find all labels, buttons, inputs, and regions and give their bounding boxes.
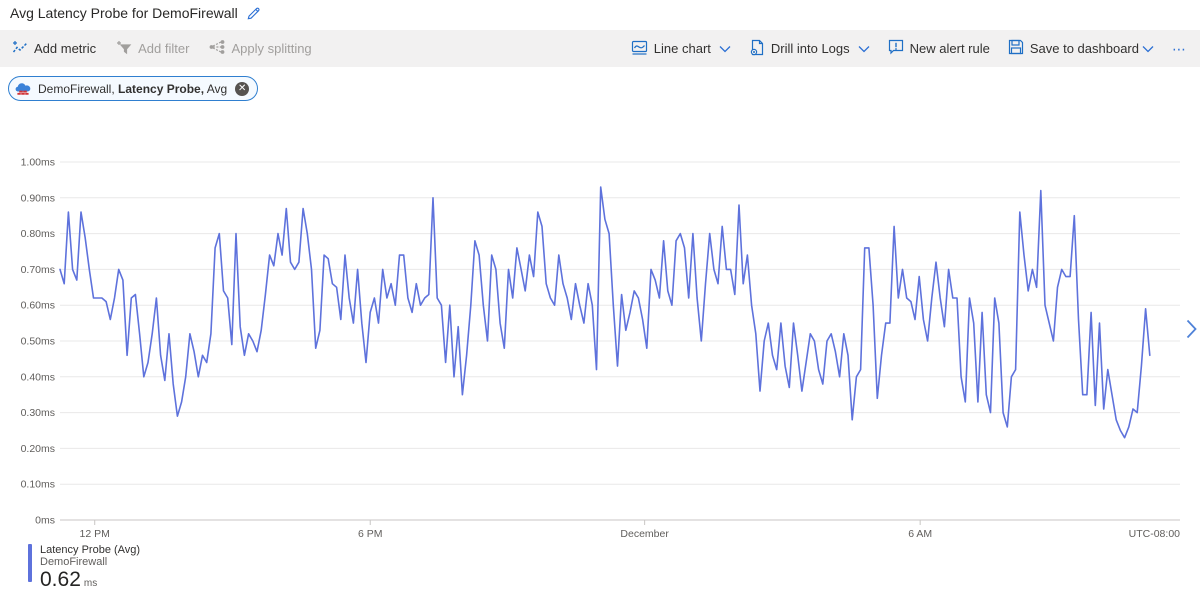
apply-splitting-icon — [209, 39, 225, 58]
chart-legend[interactable]: Latency Probe (Avg) DemoFirewall 0.62 ms — [28, 544, 140, 593]
legend-unit: ms — [83, 578, 98, 589]
pill-resource: DemoFirewall, — [38, 81, 119, 96]
add-filter-label: Add filter — [138, 41, 190, 56]
chevron-down-icon — [858, 45, 870, 53]
legend-color-bar — [28, 544, 32, 582]
add-metric-button[interactable]: Add metric — [12, 39, 96, 58]
y-axis-tick-label: 1.00ms — [21, 157, 55, 169]
chevron-down-icon — [719, 45, 731, 53]
y-axis-tick-label: 0.20ms — [21, 443, 55, 455]
toolbar: Add metric Add filter — [0, 30, 1200, 67]
add-filter-button[interactable]: Add filter — [116, 39, 189, 58]
page-title: Avg Latency Probe for DemoFirewall — [10, 5, 238, 21]
drill-into-logs-label: Drill into Logs — [770, 41, 850, 56]
y-axis-tick-label: 0.10ms — [21, 479, 55, 491]
apply-splitting-label: Apply splitting — [231, 41, 312, 56]
y-axis-tick-label: 0.40ms — [21, 371, 55, 383]
add-filter-icon — [116, 39, 132, 58]
line-chart-label: Line chart — [653, 41, 711, 56]
legend-metric-name: Latency Probe (Avg) — [40, 544, 141, 556]
add-metric-label: Add metric — [34, 41, 97, 56]
legend-text: Latency Probe (Avg) DemoFirewall 0.62 ms — [40, 544, 140, 593]
edit-pencil-icon[interactable] — [246, 6, 261, 21]
new-alert-rule-button[interactable]: New alert rule — [888, 39, 990, 58]
apply-splitting-button[interactable]: Apply splitting — [209, 39, 312, 58]
drill-logs-icon — [749, 39, 765, 59]
save-dashboard-icon — [1008, 39, 1024, 58]
pill-metric: Latency Probe, — [118, 81, 205, 96]
y-axis-tick-label: 0.30ms — [21, 407, 55, 419]
pill-aggregation: Avg — [204, 81, 228, 96]
toolbar-left-group: Add metric Add filter — [12, 39, 312, 58]
metric-pill-text: DemoFirewall, Latency Probe, Avg — [38, 82, 227, 96]
x-axis-tick-label: 6 PM — [358, 528, 383, 540]
metric-pill[interactable]: DemoFirewall, Latency Probe, Avg ✕ — [8, 76, 259, 101]
y-axis-tick-label: 0.60ms — [21, 300, 55, 312]
y-axis-tick-label: 0.70ms — [21, 264, 55, 276]
save-to-dashboard-button[interactable]: Save to dashboard — [1008, 39, 1154, 58]
close-icon[interactable]: ✕ — [235, 81, 250, 96]
drill-into-logs-button[interactable]: Drill into Logs — [749, 39, 870, 59]
line-chart-button[interactable]: Line chart — [631, 39, 731, 59]
save-to-dashboard-label: Save to dashboard — [1029, 41, 1139, 56]
new-alert-icon — [888, 39, 904, 58]
metric-line-series — [59, 186, 1151, 439]
y-axis-tick-label: 0.50ms — [21, 336, 55, 348]
firewall-icon — [15, 82, 32, 96]
x-axis-tick-label: 12 PM — [80, 528, 110, 540]
y-axis-tick-label: 0.80ms — [21, 228, 55, 240]
title-row: Avg Latency Probe for DemoFirewall — [10, 5, 261, 21]
line-chart[interactable]: 1.00ms 0.90ms 0.80ms 0.70ms 0.60ms 0.50ms 0.40… — [0, 138, 1200, 545]
metric-pill-row: DemoFirewall, Latency Probe, Avg ✕ — [8, 76, 259, 101]
x-axis-tick-label: December — [620, 528, 669, 540]
toolbar-right-group: Line chart Drill into Logs — [631, 39, 1188, 59]
legend-resource-name: DemoFirewall — [40, 556, 108, 568]
x-axis-tick-label: 6 AM — [908, 528, 932, 540]
new-alert-rule-label: New alert rule — [909, 41, 990, 56]
chevron-down-icon — [1142, 45, 1154, 53]
add-metric-icon — [12, 39, 28, 58]
y-axis-tick-label: 0.90ms — [21, 192, 55, 204]
more-options-button[interactable]: ⋯ — [1172, 40, 1188, 57]
chevron-right-icon[interactable] — [1182, 318, 1200, 340]
line-chart-icon — [631, 39, 648, 59]
y-axis-tick-label: 0ms — [35, 515, 55, 527]
legend-value: 0.62 ms — [40, 568, 98, 591]
x-axis-timezone-label: UTC-08:00 — [1129, 528, 1181, 540]
